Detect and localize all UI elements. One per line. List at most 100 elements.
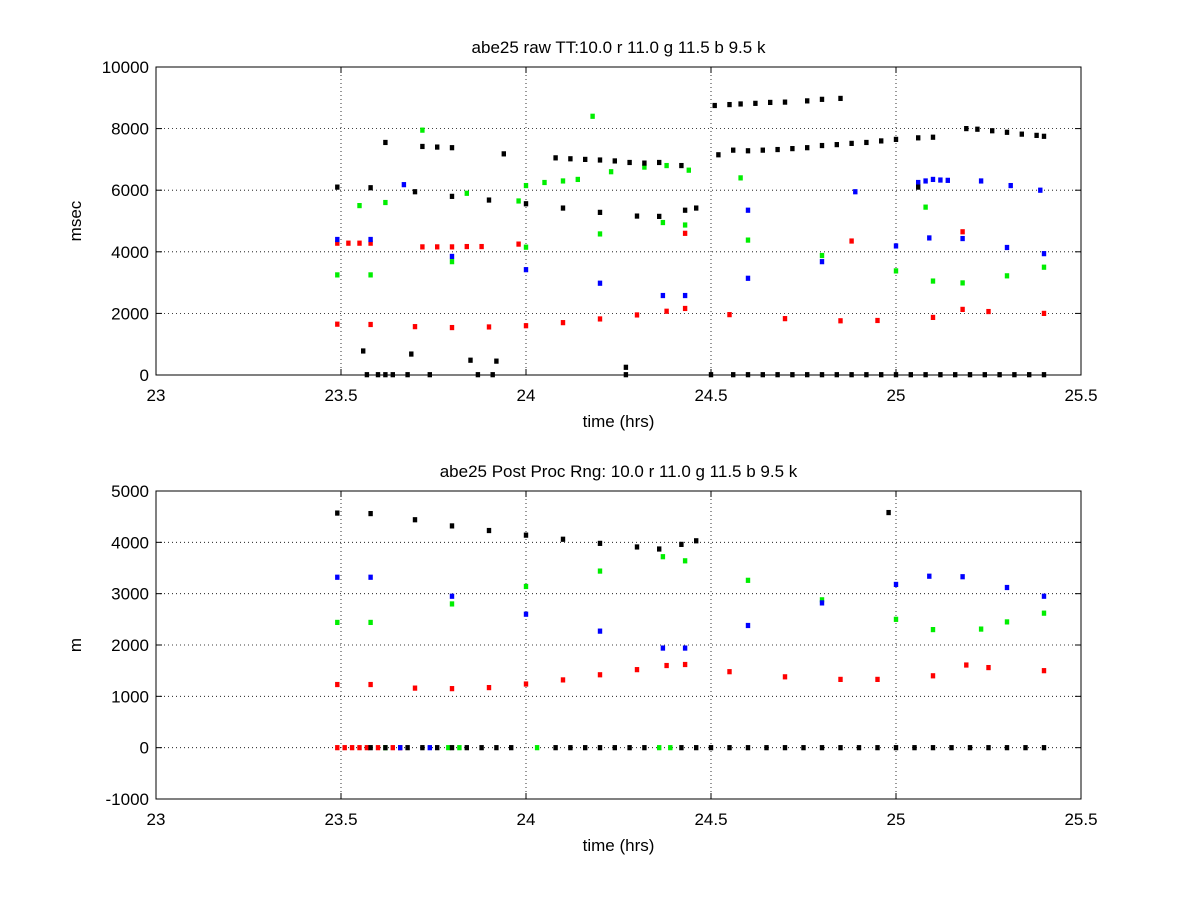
axes-frame: [155, 490, 1082, 800]
data-point: [930, 627, 936, 633]
data-point: [335, 745, 340, 751]
data-point: [420, 745, 425, 751]
x-tick-label: 25: [887, 810, 906, 829]
data-point: [805, 145, 810, 151]
data-point: [745, 745, 751, 751]
y-tick-label: 0: [140, 366, 149, 385]
data-point: [412, 685, 418, 691]
data-point: [523, 611, 529, 617]
data-point: [745, 207, 751, 213]
data-point: [682, 207, 688, 213]
data-point: [642, 164, 647, 170]
data-point: [694, 745, 699, 751]
data-point: [849, 238, 854, 244]
y-tick-label: 5000: [111, 482, 149, 501]
data-point: [819, 142, 825, 149]
data-point: [893, 581, 899, 588]
data-point: [634, 213, 640, 219]
data-point: [682, 230, 688, 236]
data-point: [768, 99, 773, 106]
data-point: [708, 745, 714, 751]
data-point: [760, 147, 765, 153]
series-13: [361, 348, 629, 370]
data-point: [523, 681, 529, 687]
plot-1: 23 23.5 24 24.5 25 25.5 0 2000 4000 6000 8000 10000…: [66, 38, 1098, 431]
series-10: [712, 95, 843, 109]
data-point: [335, 321, 340, 327]
x-tick-label: 25: [887, 386, 906, 405]
data-point: [368, 185, 373, 191]
data-point: [516, 198, 521, 204]
data-point: [494, 745, 499, 751]
data-point: [753, 100, 758, 106]
data-point: [660, 554, 666, 560]
data-point: [368, 619, 373, 626]
data-point: [679, 745, 684, 751]
data-point: [634, 544, 640, 550]
data-point: [930, 176, 936, 183]
data-point: [494, 358, 499, 364]
data-point: [449, 523, 455, 529]
data-point: [435, 144, 440, 150]
data-point: [664, 162, 669, 169]
data-point: [479, 745, 484, 751]
data-point: [930, 745, 936, 751]
data-point: [657, 213, 662, 219]
y-tick-label: 8000: [111, 120, 149, 139]
data-point: [682, 292, 688, 299]
data-point: [335, 236, 340, 243]
series-1: [335, 661, 1047, 692]
data-point: [1004, 619, 1010, 625]
data-point: [930, 673, 936, 679]
data-point: [1004, 244, 1010, 251]
data-point: [435, 244, 440, 250]
data-point: [679, 162, 684, 169]
data-point: [523, 267, 529, 273]
data-point: [930, 278, 936, 284]
series-6: [401, 176, 1043, 213]
data-point: [335, 574, 340, 580]
data-point: [375, 745, 381, 751]
series-7: [335, 184, 699, 219]
series-3: [978, 610, 1047, 632]
data-point: [660, 645, 666, 651]
data-point: [660, 219, 666, 226]
data-point: [612, 158, 617, 164]
data-point: [357, 203, 362, 209]
chart-title: abe25 raw TT:10.0 r 11.0 g 11.5 b 9.5 k: [472, 38, 766, 57]
data-point: [368, 236, 373, 243]
data-point: [560, 205, 566, 211]
data-point: [449, 601, 455, 607]
data-point: [383, 199, 388, 206]
data-point: [864, 139, 869, 146]
data-point: [1041, 251, 1047, 257]
data-point: [838, 676, 843, 682]
data-point: [893, 243, 899, 249]
data-point: [457, 745, 462, 751]
x-axis-label: time (hrs): [583, 836, 655, 855]
data-point: [856, 745, 862, 751]
data-point: [335, 272, 340, 278]
data-point: [1041, 610, 1047, 616]
series-6: [886, 509, 891, 516]
data-point: [627, 159, 632, 166]
data-point: [446, 745, 451, 751]
data-point: [657, 159, 662, 166]
data-point: [560, 677, 566, 683]
data-point: [509, 745, 514, 751]
data-point: [335, 240, 340, 246]
data-point: [412, 324, 418, 330]
data-point: [405, 745, 410, 751]
plot-area: [156, 67, 1081, 375]
series-2: [335, 554, 936, 633]
data-point: [449, 686, 455, 692]
series-9: [398, 745, 432, 751]
data-point: [964, 126, 969, 132]
data-point: [335, 184, 340, 190]
y-tick-label: 2000: [111, 636, 149, 655]
data-point: [916, 184, 921, 190]
data-point: [449, 253, 455, 260]
data-point: [916, 135, 921, 141]
